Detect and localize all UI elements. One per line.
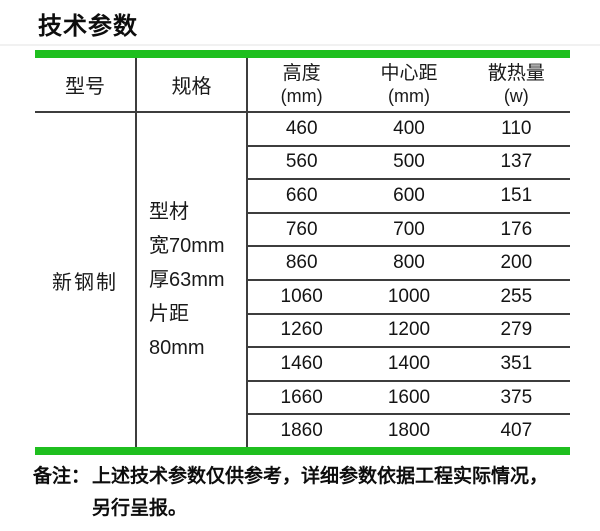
- heat-output-value: 110: [501, 117, 532, 139]
- header-heat-output-unit: (w): [503, 85, 529, 106]
- title-divider: [0, 44, 600, 46]
- header-height: 高度 (mm): [248, 58, 355, 111]
- table-top-accent-bar: [35, 50, 570, 58]
- spec-text-block: 型材 宽70mm 厚63mm 片距 80mm: [137, 195, 246, 365]
- heat-output-value: 375: [500, 386, 533, 408]
- spec-line: 型材: [149, 201, 189, 223]
- model-cell: 新钢制: [35, 113, 137, 447]
- heat-output-value: 151: [500, 184, 533, 206]
- height-value: 1260: [280, 319, 323, 341]
- header-height-label: 高度: [282, 62, 321, 84]
- spec-table: 型号 规格 高度 (mm) 中心距 (mm) 散热量 (w) 新钢制: [35, 50, 570, 455]
- header-height-unit: (mm): [280, 85, 323, 106]
- height-value: 760: [285, 218, 318, 240]
- height-value: 560: [285, 151, 318, 173]
- spec-line: 80mm: [149, 337, 205, 359]
- heat-output-value: 279: [500, 319, 533, 341]
- table-row: 660 600 151: [248, 180, 570, 214]
- table-row: 460 400 110: [248, 113, 570, 147]
- spec-line: 片距: [149, 303, 189, 325]
- table-row: 560 500 137: [248, 147, 570, 181]
- footnote: 备注： 上述技术参数仅供参考，详细参数依据工程实际情况， 另行呈报。: [33, 461, 577, 525]
- center-distance-value: 1400: [387, 352, 431, 374]
- center-distance-value: 700: [393, 218, 425, 240]
- height-value: 1860: [280, 420, 323, 442]
- footnote-label: 备注：: [33, 466, 91, 487]
- heat-output-value: 200: [500, 252, 533, 274]
- page-title: 技术参数: [38, 13, 138, 40]
- header-heat-output: 散热量 (w): [463, 58, 570, 111]
- spec-line: 厚63mm: [149, 269, 225, 291]
- model-value: 新钢制: [52, 271, 118, 294]
- table-header-row: 型号 规格 高度 (mm) 中心距 (mm) 散热量 (w): [35, 58, 570, 113]
- heat-output-value: 407: [500, 420, 533, 442]
- header-center-distance-label: 中心距: [380, 62, 438, 84]
- footnote-line-2: 另行呈报。: [92, 498, 188, 519]
- header-model: 型号: [35, 58, 137, 111]
- center-distance-value: 800: [393, 252, 425, 274]
- table-row: 1460 1400 351: [248, 348, 570, 382]
- height-value: 460: [285, 117, 318, 139]
- heat-output-value: 176: [500, 218, 533, 240]
- heat-output-value: 351: [500, 352, 533, 374]
- center-distance-value: 1000: [387, 285, 431, 307]
- header-center-distance: 中心距 (mm): [355, 58, 462, 111]
- heat-output-value: 255: [500, 285, 533, 307]
- table-row: 1660 1600 375: [248, 382, 570, 416]
- table-row: 1060 1000 255: [248, 281, 570, 315]
- footnote-line-1: 上述技术参数仅供参考，详细参数依据工程实际情况，: [92, 466, 549, 487]
- heat-output-value: 137: [500, 151, 533, 173]
- height-value: 1460: [280, 352, 323, 374]
- table-row: 860 800 200: [248, 247, 570, 281]
- height-value: 660: [285, 184, 318, 206]
- center-distance-value: 600: [393, 184, 425, 206]
- table-row: 760 700 176: [248, 214, 570, 248]
- center-distance-value: 400: [393, 117, 425, 139]
- header-spec: 规格: [137, 58, 248, 111]
- data-rows: 460 400 110 560 500 137 660 600 151 760 …: [248, 113, 570, 447]
- header-center-distance-unit: (mm): [388, 85, 430, 106]
- footnote-text: 上述技术参数仅供参考，详细参数依据工程实际情况， 另行呈报。: [92, 461, 577, 525]
- table-row: 1860 1800 407: [248, 415, 570, 447]
- spec-cell: 型材 宽70mm 厚63mm 片距 80mm: [137, 113, 248, 447]
- center-distance-value: 500: [393, 151, 425, 173]
- header-heat-output-label: 散热量: [487, 62, 545, 84]
- center-distance-value: 1600: [387, 386, 431, 408]
- height-value: 1060: [280, 285, 323, 307]
- header-data-columns: 高度 (mm) 中心距 (mm) 散热量 (w): [248, 58, 570, 111]
- height-value: 860: [285, 252, 318, 274]
- center-distance-value: 1800: [387, 420, 431, 442]
- table-body: 新钢制 型材 宽70mm 厚63mm 片距 80mm 460 400 110: [35, 113, 570, 447]
- spec-line: 宽70mm: [149, 235, 225, 257]
- height-value: 1660: [280, 386, 323, 408]
- center-distance-value: 1200: [387, 319, 431, 341]
- table-bottom-accent-bar: [35, 447, 570, 455]
- table-row: 1260 1200 279: [248, 315, 570, 349]
